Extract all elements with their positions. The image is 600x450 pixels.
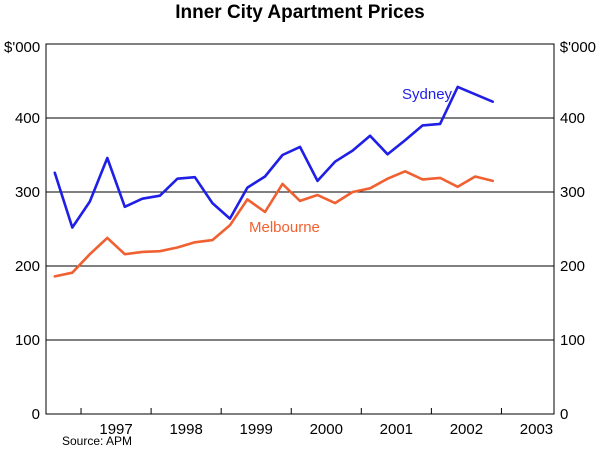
x-tick-label-2001: 2001	[380, 421, 413, 438]
series-lines	[53, 85, 495, 278]
plot-frame	[45, 43, 555, 415]
x-tick-label-2002: 2002	[450, 421, 483, 438]
chart-title: Inner City Apartment Prices	[175, 2, 425, 23]
y-tick-left-300: 300	[15, 184, 40, 201]
y-tick-left-400: 400	[15, 110, 40, 127]
x-tick-label-1997: 1997	[99, 421, 132, 438]
y-tick-right-0: 0	[560, 406, 568, 423]
series-label-sydney: Sydney	[402, 86, 453, 103]
source-note: Source: APM	[62, 434, 133, 448]
y-unit-right: $'000	[560, 39, 596, 56]
x-axis-ticks: 1997 1998 1999 2000 2001 2002 2003	[80, 408, 553, 438]
gridlines	[46, 117, 554, 341]
x-tick-label-1998: 1998	[169, 421, 202, 438]
y-tick-right-200: 200	[560, 258, 585, 275]
x-tick-label-2003: 2003	[520, 421, 553, 438]
y-tick-right-300: 300	[560, 184, 585, 201]
x-tick-label-2000: 2000	[310, 421, 343, 438]
y-tick-right-400: 400	[560, 110, 585, 127]
y-axis-ticks: 0 0 100 100 200 200 300 300 400 400	[15, 110, 585, 423]
y-tick-left-100: 100	[15, 332, 40, 349]
series-line-sydney	[53, 85, 495, 229]
y-unit-left: $'000	[4, 39, 40, 56]
y-tick-right-100: 100	[560, 332, 585, 349]
y-tick-left-200: 200	[15, 258, 40, 275]
series-label-melbourne: Melbourne	[249, 219, 320, 236]
y-tick-left-0: 0	[32, 406, 40, 423]
series-line-melbourne	[53, 170, 495, 278]
x-tick-label-1999: 1999	[240, 421, 273, 438]
